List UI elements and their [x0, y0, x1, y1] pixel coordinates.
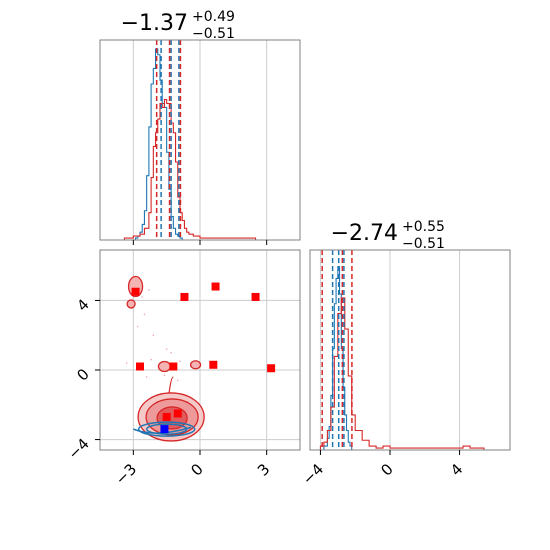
xtick-bottom-right-label: 4 [447, 460, 466, 479]
hist-top-left-series-1 [123, 99, 257, 240]
red-point [162, 412, 171, 421]
red-point [180, 292, 189, 301]
xtick-joint-label: 0 [187, 460, 206, 479]
hist-top-left-series-0 [135, 48, 183, 240]
sample-dot [143, 313, 146, 316]
sample-dot [150, 358, 152, 361]
red-point [251, 292, 260, 301]
sample-dot [125, 362, 128, 364]
ytick-joint-label: 4 [73, 296, 92, 315]
contour-red-neck [168, 376, 174, 394]
title-value: −1.37 [121, 11, 188, 36]
sample-dot [163, 374, 166, 377]
sample-dot [170, 351, 172, 354]
sample-dot [136, 325, 139, 328]
xtick-joint-label: 3 [254, 460, 273, 479]
title-top-left: −1.37 +0.49−0.51 [121, 9, 235, 42]
sample-dot [165, 348, 168, 350]
ytick-joint-label: 0 [73, 365, 92, 384]
red-point [209, 360, 218, 369]
title-lower-error: −0.51 [402, 236, 445, 252]
xtick-bottom-right-label: −4 [299, 460, 327, 488]
sample-dot [148, 289, 150, 291]
contour-blue-arc [133, 426, 192, 434]
red-point [173, 409, 182, 418]
title-upper-error: +0.49 [192, 9, 235, 25]
title-value: −2.74 [331, 221, 398, 246]
sample-dot [152, 334, 155, 337]
xtick-bottom-right-label: 0 [377, 460, 396, 479]
sample-dot [141, 296, 144, 298]
blue-point [160, 425, 169, 434]
ytick-joint-label: −4 [64, 435, 92, 463]
title-lower-error: −0.51 [192, 26, 235, 42]
title-upper-error: +0.55 [402, 219, 445, 235]
red-point [267, 364, 276, 373]
xtick-joint-label: −3 [112, 460, 140, 488]
sample-dot [176, 379, 179, 382]
hist-bottom-right-series-1 [319, 297, 485, 450]
sample-dot [145, 376, 148, 378]
red-point [169, 362, 178, 371]
title-bottom-right: −2.74 +0.55−0.51 [331, 219, 445, 252]
contour-red-blob [157, 360, 172, 373]
red-point [131, 287, 140, 296]
sample-dot [179, 360, 181, 363]
contour-red-blob [189, 360, 202, 370]
red-point [136, 362, 144, 371]
contour-blue-outer [137, 421, 196, 437]
red-point [211, 282, 220, 291]
hist-bottom-right-series-0 [323, 266, 353, 450]
contour-red-blob [126, 299, 136, 309]
panel-bottom-right [309, 249, 511, 451]
